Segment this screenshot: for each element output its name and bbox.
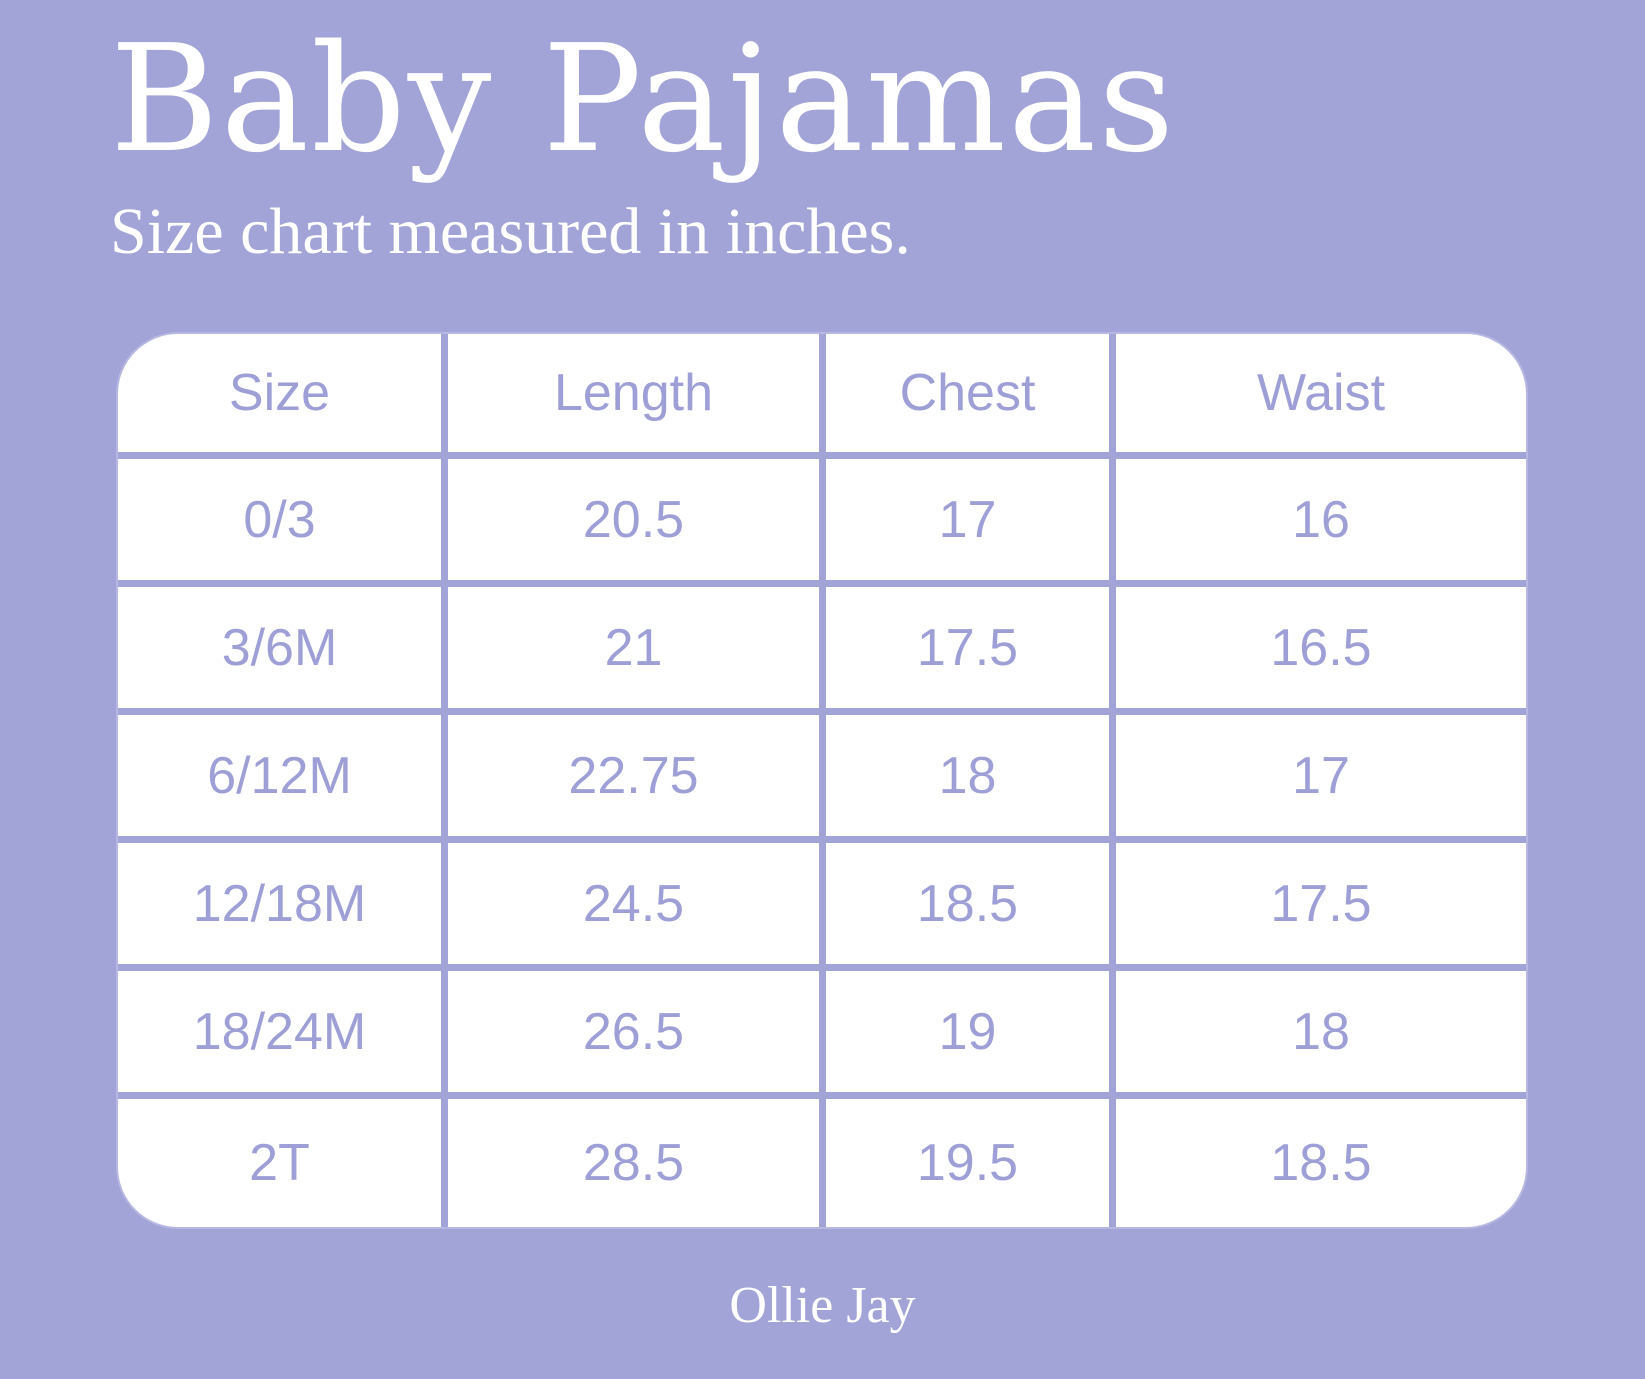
column-header: Waist xyxy=(1116,334,1526,459)
table-cell: 18.5 xyxy=(826,843,1116,971)
table-cell: 26.5 xyxy=(448,971,826,1099)
table-cell: 24.5 xyxy=(448,843,826,971)
table-cell: 17.5 xyxy=(1116,843,1526,971)
table-cell: 20.5 xyxy=(448,459,826,587)
table-cell: 12/18M xyxy=(118,843,448,971)
table-cell: 17.5 xyxy=(826,587,1116,715)
table-cell: 19.5 xyxy=(826,1099,1116,1227)
table-cell: 18/24M xyxy=(118,971,448,1099)
table-cell: 16.5 xyxy=(1116,587,1526,715)
table-cell: 17 xyxy=(1116,715,1526,843)
size-chart-table: Size Length Chest Waist 0/3 20.5 17 16 3/6M 21 17.… xyxy=(118,334,1526,1227)
table-cell: 18.5 xyxy=(1270,1134,1372,1192)
table-cell: 18 xyxy=(1116,971,1526,1099)
table-cell: 19 xyxy=(826,971,1116,1099)
table-cell: 16 xyxy=(1116,459,1526,587)
table-cell: 6/12M xyxy=(118,715,448,843)
column-header: Chest xyxy=(826,334,1116,459)
brand-logo-text: Ollie Jay xyxy=(729,1277,916,1334)
table-cell: 3/6M xyxy=(118,587,448,715)
table-cell: 18 xyxy=(826,715,1116,843)
table-cell: 22.75 xyxy=(448,715,826,843)
table-cell: 17 xyxy=(826,459,1116,587)
table-cell: 0/3 xyxy=(118,459,448,587)
table-cell: 21 xyxy=(448,587,826,715)
column-header: Size xyxy=(118,334,448,459)
table-cell: 28.5 xyxy=(448,1099,826,1227)
column-header: Length xyxy=(448,334,826,459)
page-title: Baby Pajamas xyxy=(110,13,1177,185)
page-subtitle: Size chart measured in inches. xyxy=(110,195,911,268)
table-cell: 2T xyxy=(118,1099,448,1227)
